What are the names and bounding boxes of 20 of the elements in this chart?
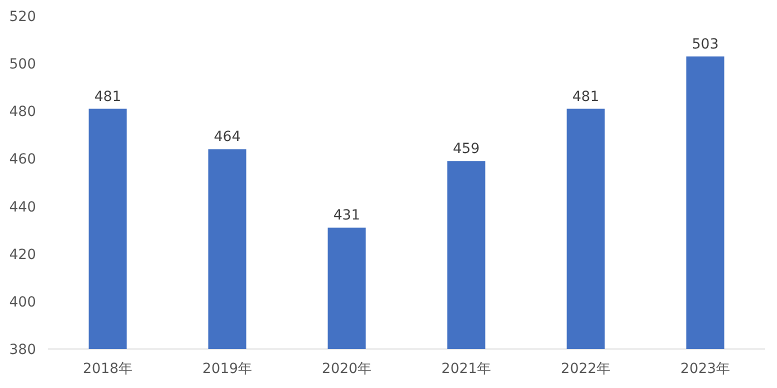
data-label: 464 [214, 129, 241, 146]
y-tick-label: 500 [9, 56, 36, 73]
x-tick-label: 2021年 [441, 361, 492, 377]
y-tick-label: 480 [9, 104, 36, 120]
x-tick-label: 2020年 [322, 361, 372, 377]
x-tick-label: 2023年 [680, 361, 730, 377]
data-label: 503 [692, 36, 719, 52]
data-label: 459 [452, 141, 480, 158]
x-tick-label: 2019年 [202, 361, 252, 377]
data-label: 481 [94, 88, 122, 105]
data-label: 481 [572, 88, 600, 105]
y-tick-label: 440 [9, 199, 36, 216]
y-tick-label: 400 [9, 294, 36, 310]
x-tick-label: 2018年 [82, 361, 133, 377]
y-tick-label: 420 [9, 246, 36, 263]
x-tick-label: 2022年 [560, 361, 611, 377]
y-tick-label: 380 [9, 342, 36, 358]
y-tick-label: 520 [9, 9, 36, 25]
y-tick-label: 460 [9, 152, 36, 168]
data-label: 431 [333, 208, 360, 224]
